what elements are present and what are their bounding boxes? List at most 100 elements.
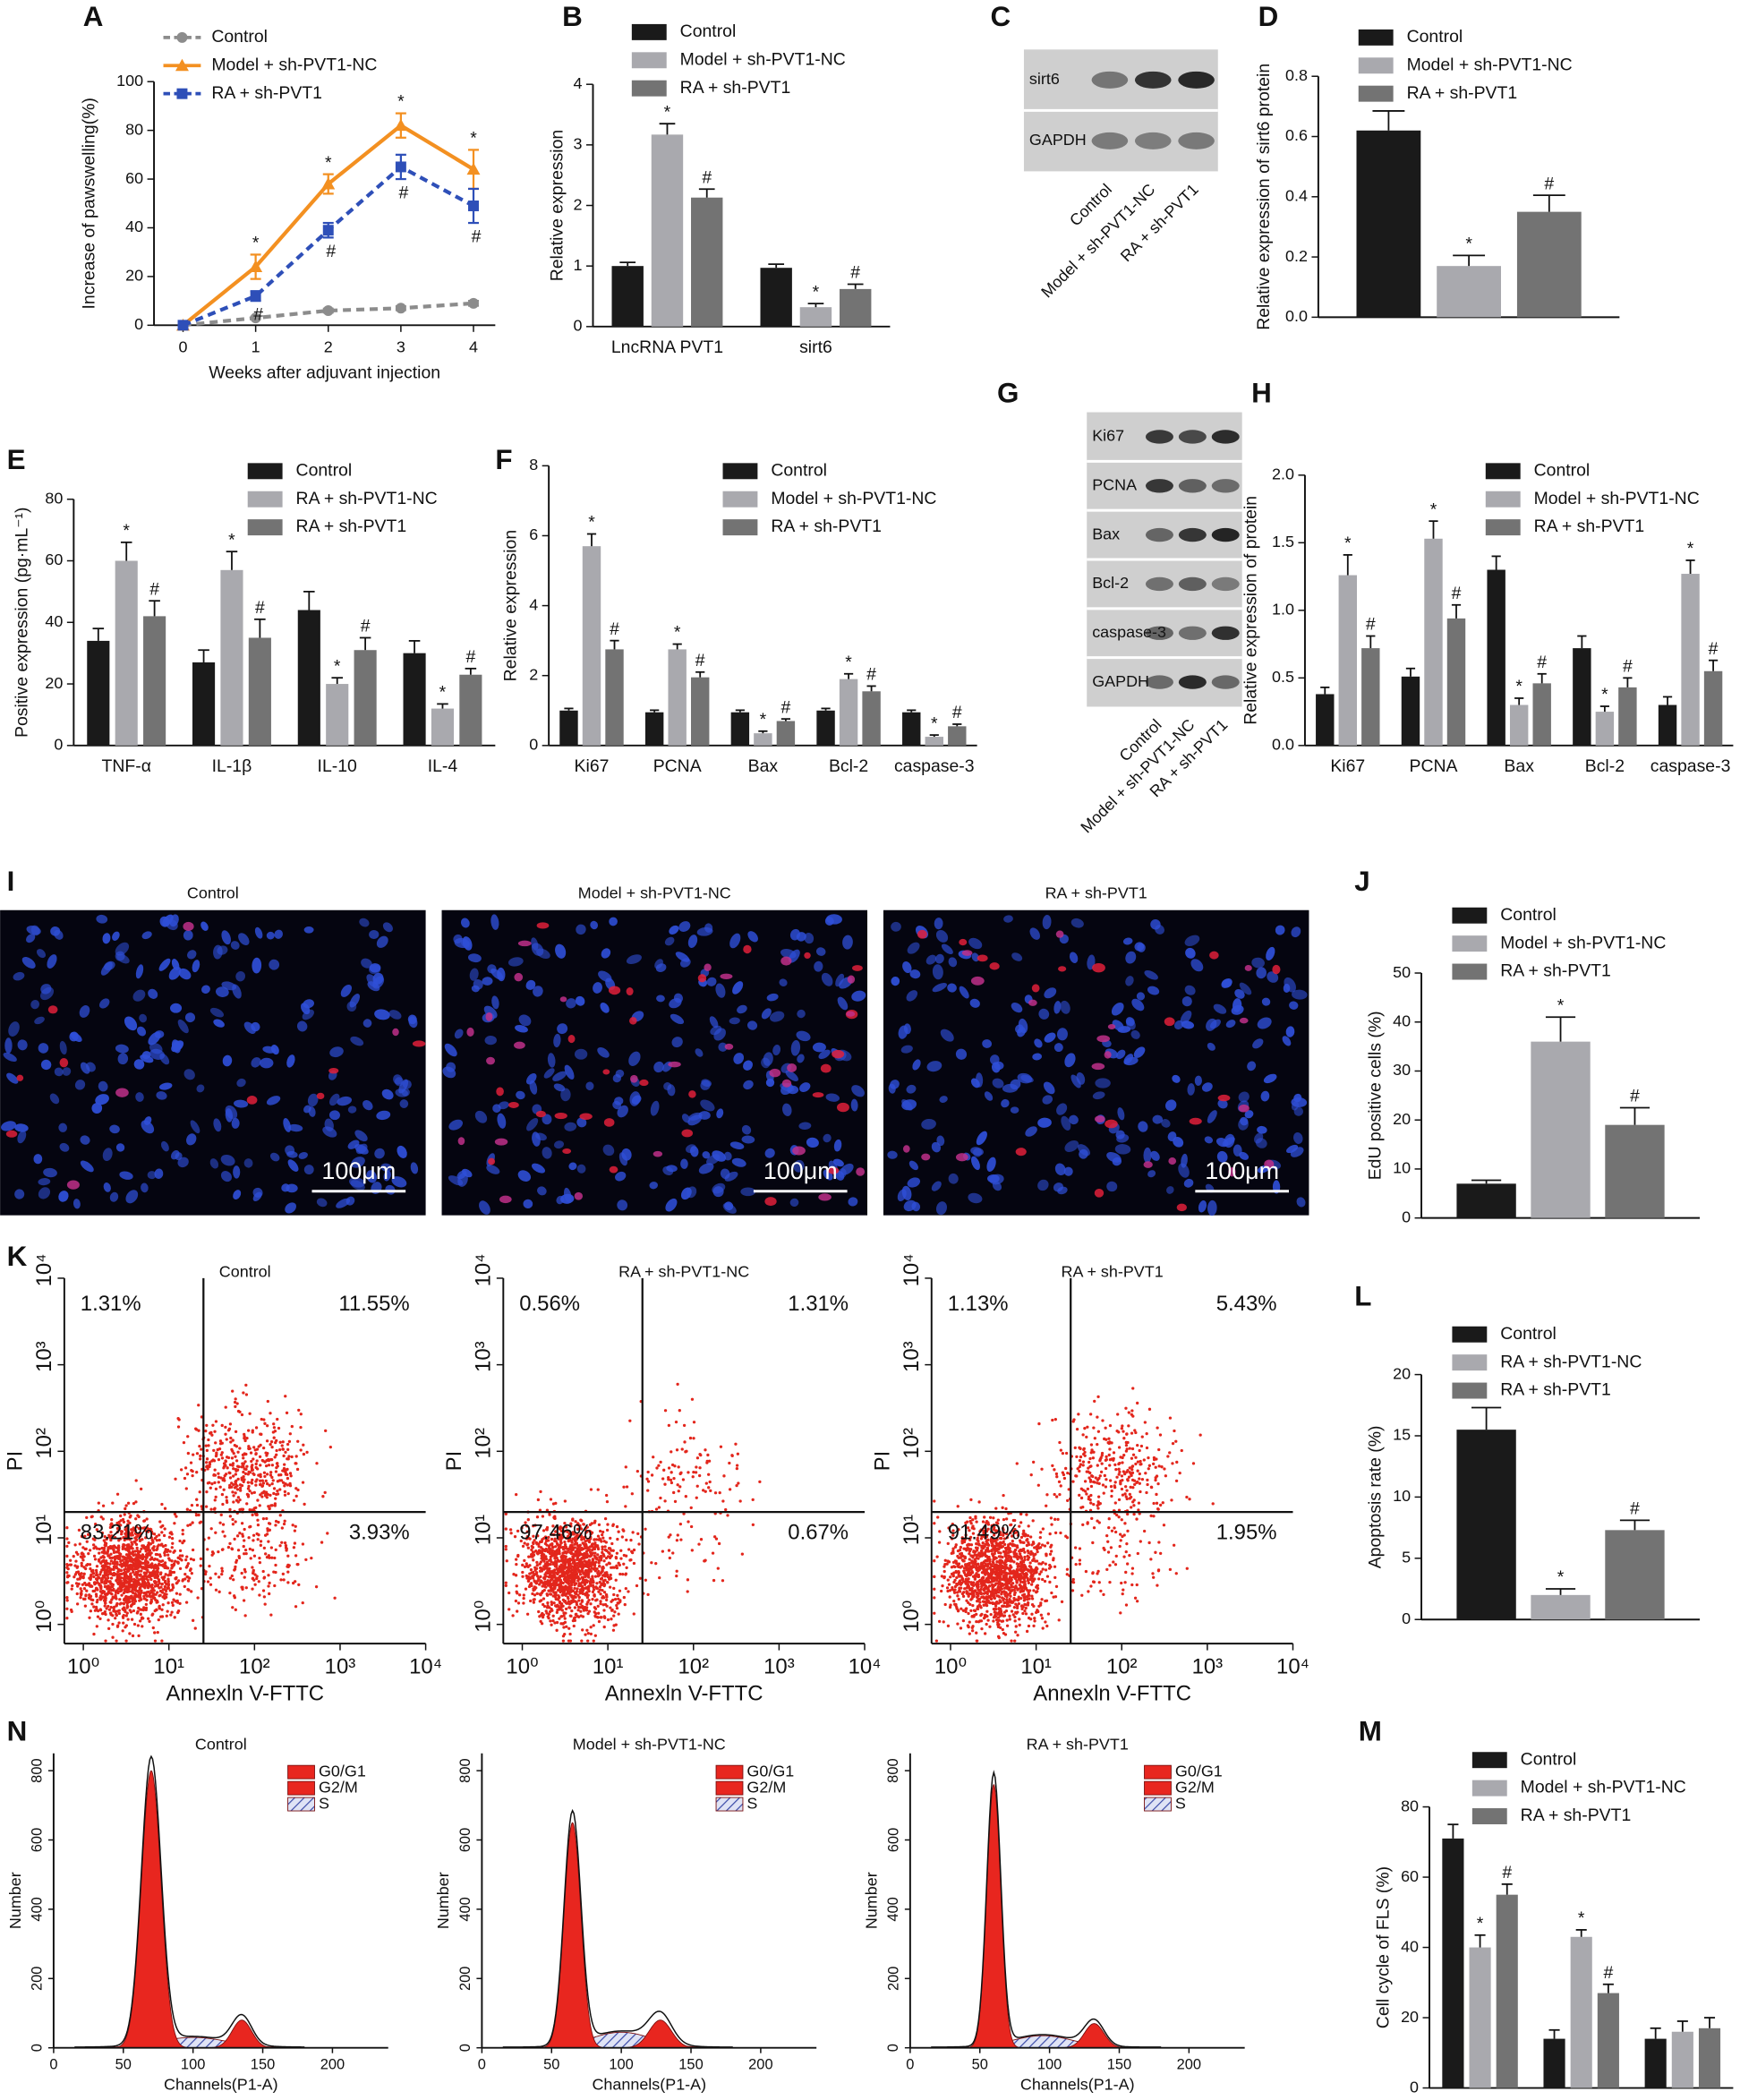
blot-band xyxy=(1145,527,1173,542)
event-dot xyxy=(604,1493,609,1498)
event-dot xyxy=(608,1585,612,1589)
edu-nucleus xyxy=(562,1148,572,1155)
nucleus xyxy=(184,1012,196,1023)
nucleus xyxy=(797,1054,805,1063)
significance-mark: # xyxy=(702,167,712,187)
nucleus xyxy=(98,1080,108,1092)
event-dot xyxy=(178,1601,182,1606)
panel-label: J xyxy=(1354,866,1369,897)
event-dot xyxy=(203,1572,208,1576)
event-dot xyxy=(216,1447,219,1452)
edu-nucleus xyxy=(488,1157,496,1165)
nucleus xyxy=(1247,1061,1257,1071)
event-dot xyxy=(274,1470,278,1473)
event-dot xyxy=(574,1592,577,1595)
nucleus xyxy=(1172,1074,1181,1083)
event-dot xyxy=(286,1581,290,1584)
event-dot xyxy=(136,1609,140,1613)
event-dot xyxy=(191,1473,194,1478)
edu-nucleus xyxy=(846,1011,856,1017)
blot-band xyxy=(1211,527,1240,542)
event-dot xyxy=(98,1598,103,1601)
y-tick-label: 10² xyxy=(32,1428,56,1459)
nucleus xyxy=(1133,1046,1146,1058)
panel-title: RA + sh-PVT1-NC xyxy=(618,1263,749,1281)
event-dot xyxy=(261,1447,266,1450)
event-dot xyxy=(667,1466,671,1470)
event-dot xyxy=(734,1442,738,1446)
event-dot xyxy=(160,1531,164,1534)
event-dot xyxy=(657,1464,661,1467)
nucleus xyxy=(566,998,576,1009)
y-tick-label: 1 xyxy=(574,256,583,274)
nucleus xyxy=(649,1182,659,1190)
nucleus xyxy=(585,1081,594,1091)
event-dot xyxy=(235,1469,238,1473)
nucleus xyxy=(324,1118,334,1131)
event-dot xyxy=(109,1605,113,1609)
nucleus xyxy=(490,968,504,980)
event-dot xyxy=(170,1546,174,1549)
event-dot xyxy=(551,1502,556,1506)
nucleus xyxy=(17,1039,28,1051)
y-tick-label: 10 xyxy=(1393,1159,1411,1177)
event-dot xyxy=(88,1596,91,1601)
nucleus xyxy=(307,1093,319,1107)
event-dot xyxy=(595,1582,599,1585)
event-dot xyxy=(111,1622,115,1626)
event-dot xyxy=(224,1425,227,1429)
event-dot xyxy=(151,1592,156,1595)
y-tick-label: 80 xyxy=(45,489,63,507)
legend-label: RA + sh-PVT1 xyxy=(771,516,882,536)
event-dot xyxy=(247,1484,251,1489)
event-dot xyxy=(143,1592,147,1595)
event-dot xyxy=(149,1577,153,1582)
nucleus xyxy=(238,933,250,945)
event-dot xyxy=(265,1516,269,1521)
event-dot xyxy=(109,1582,114,1586)
panel-label: B xyxy=(562,1,583,32)
event-dot xyxy=(147,1547,150,1550)
x-tick-label: 10² xyxy=(239,1654,270,1678)
nucleus xyxy=(213,1019,225,1028)
nucleus xyxy=(1122,937,1133,945)
event-dot xyxy=(614,1555,618,1559)
event-dot xyxy=(578,1590,582,1594)
edu-nucleus xyxy=(1105,1119,1118,1129)
event-dot xyxy=(223,1534,226,1538)
event-dot xyxy=(287,1439,292,1444)
quadrant-label: 11.55% xyxy=(338,1292,409,1316)
event-dot xyxy=(569,1552,573,1556)
event-dot xyxy=(265,1424,269,1428)
event-dot xyxy=(233,1568,236,1572)
nucleus xyxy=(383,1170,391,1182)
event-dot xyxy=(576,1587,579,1591)
nucleus xyxy=(1029,927,1040,940)
event-dot xyxy=(273,1430,277,1433)
nucleus xyxy=(8,1021,20,1037)
event-dot xyxy=(101,1595,105,1599)
legend-label: Control xyxy=(211,27,268,47)
nucleus xyxy=(675,952,690,962)
event-dot xyxy=(141,1561,145,1566)
event-dot xyxy=(605,1499,610,1504)
legend-label: RA + sh-PVT1 xyxy=(211,83,322,103)
event-dot xyxy=(302,1452,306,1456)
event-dot xyxy=(107,1535,111,1539)
event-dot xyxy=(90,1602,94,1606)
event-dot xyxy=(242,1391,245,1395)
event-dot xyxy=(228,1507,232,1512)
event-dot xyxy=(123,1568,126,1572)
event-dot xyxy=(751,1498,755,1502)
event-dot xyxy=(224,1459,227,1464)
y-tick-label: 10¹ xyxy=(32,1515,56,1546)
legend-label: Control xyxy=(1534,460,1591,480)
nucleus xyxy=(653,1061,664,1073)
edu-nucleus xyxy=(959,938,968,946)
event-dot xyxy=(556,1583,559,1587)
event-dot xyxy=(110,1534,114,1538)
nucleus xyxy=(790,1039,801,1056)
event-dot xyxy=(118,1563,122,1566)
event-dot xyxy=(712,1578,716,1583)
